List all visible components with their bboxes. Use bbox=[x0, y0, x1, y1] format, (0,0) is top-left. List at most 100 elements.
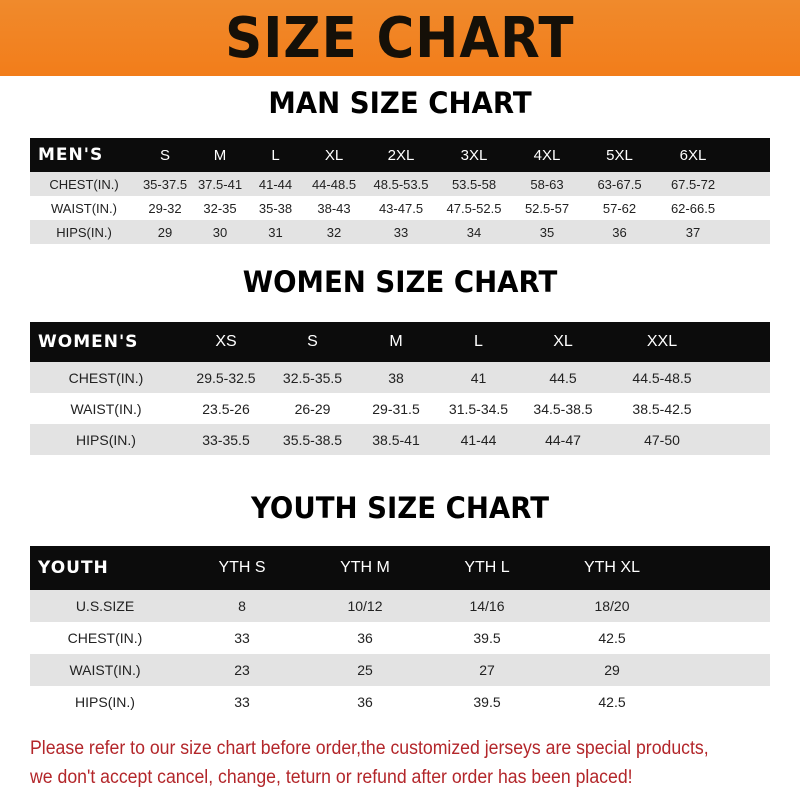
table-cell: 58-63 bbox=[530, 176, 564, 192]
table-cell: 38 bbox=[388, 369, 404, 386]
size-header-cell: 6XL bbox=[679, 146, 707, 164]
table-cell: 39.5 bbox=[473, 694, 501, 710]
table-header-label: YOUTH bbox=[38, 558, 109, 578]
table-header-row: WOMEN'S XS S M L XL XXL bbox=[30, 322, 770, 362]
youth-size-table: YOUTH YTH S YTH M YTH L YTH XL U.S.SIZE 8 10/12… bbox=[30, 546, 770, 718]
table-cell: 31.5-34.5 bbox=[448, 400, 509, 417]
table-cell: 48.5-53.5 bbox=[373, 176, 429, 192]
order-notice-line-1: Please refer to our size chart before or… bbox=[30, 738, 709, 759]
size-header-cell: YTH M bbox=[340, 559, 390, 576]
order-notice: Please refer to our size chart before or… bbox=[30, 734, 737, 792]
size-header-cell: YTH XL bbox=[583, 559, 640, 576]
table-cell: 67.5-72 bbox=[670, 176, 716, 192]
table-cell: 35.5-38.5 bbox=[282, 431, 343, 448]
table-cell: 44.5-48.5 bbox=[632, 369, 692, 386]
table-cell: 33 bbox=[234, 694, 250, 710]
size-header-cell: 2XL bbox=[387, 146, 415, 164]
size-header-cell: XL bbox=[553, 333, 573, 350]
row-label: CHEST(IN.) bbox=[68, 369, 144, 386]
size-header-cell: 5XL bbox=[606, 146, 633, 164]
size-header-cell: XL bbox=[324, 146, 344, 164]
table-cell: 27 bbox=[479, 662, 495, 678]
table-header-row: YOUTH YTH S YTH M YTH L YTH XL bbox=[30, 546, 770, 590]
table-header-label: MEN'S bbox=[38, 145, 104, 165]
size-header-cell: S bbox=[307, 333, 318, 350]
row-label: WAIST(IN.) bbox=[51, 200, 117, 216]
table-cell: 57-62 bbox=[602, 200, 637, 216]
banner: SIZE CHART bbox=[0, 0, 800, 76]
women-section-title: WOMEN SIZE CHART bbox=[242, 265, 558, 299]
row-label: CHEST(IN.) bbox=[67, 630, 143, 646]
size-header-cell: YTH L bbox=[464, 559, 510, 576]
youth-section-title: YOUTH SIZE CHART bbox=[250, 491, 550, 525]
table-cell: 42.5 bbox=[598, 630, 626, 646]
table-cell: 44.5 bbox=[549, 369, 577, 386]
table-row: CHEST(IN.) 33 36 39.5 42.5 bbox=[30, 622, 770, 654]
table-cell: 35-38 bbox=[258, 200, 293, 216]
size-header-cell: XS bbox=[215, 333, 237, 350]
table-cell: 37.5-41 bbox=[197, 176, 243, 192]
table-cell: 41-44 bbox=[258, 176, 293, 192]
table-cell: 38-43 bbox=[317, 200, 351, 216]
men-section-title: MAN SIZE CHART bbox=[268, 86, 532, 120]
table-cell: 36 bbox=[357, 694, 373, 710]
table-cell: 29-32 bbox=[148, 200, 182, 216]
table-cell: 36 bbox=[357, 630, 373, 646]
table-cell: 33-35.5 bbox=[202, 431, 250, 448]
table-cell: 41 bbox=[470, 369, 487, 386]
table-cell: 39.5 bbox=[473, 630, 501, 646]
size-header-cell: 4XL bbox=[533, 146, 561, 164]
table-cell: 32.5-35.5 bbox=[282, 369, 343, 386]
men-size-table: MEN'S S M L XL 2XL 3XL 4XL 5XL 6XL CHEST(IN.) 35-37… bbox=[30, 138, 770, 244]
table-cell: 25 bbox=[357, 662, 373, 678]
table-cell: 52.5-57 bbox=[524, 200, 570, 216]
table-cell: 38.5-41 bbox=[372, 431, 420, 448]
size-header-cell: L bbox=[474, 333, 483, 350]
size-header-cell: S bbox=[159, 146, 170, 164]
table-cell: 53.5-58 bbox=[451, 176, 497, 192]
banner-title: SIZE CHART bbox=[225, 5, 575, 71]
table-cell: 26-29 bbox=[294, 400, 331, 417]
women-size-table: WOMEN'S XS S M L XL XXL CHEST(IN.) 29.5-32.5 32.5… bbox=[30, 322, 770, 455]
table-cell: 31 bbox=[268, 224, 283, 240]
table-row: CHEST(IN.) 29.5-32.5 32.5-35.5 38 41 44.5 44.5… bbox=[30, 362, 770, 393]
table-cell: 38.5-42.5 bbox=[632, 400, 692, 417]
table-row: HIPS(IN.) 33-35.5 35.5-38.5 38.5-41 41-44 44-… bbox=[30, 424, 770, 455]
table-cell: 30 bbox=[212, 224, 228, 240]
table-header-label: WOMEN'S bbox=[38, 332, 139, 352]
size-header-cell: M bbox=[213, 146, 227, 164]
table-cell: 44-48.5 bbox=[311, 176, 357, 192]
table-cell: 63-67.5 bbox=[597, 176, 642, 192]
size-header-cell: 3XL bbox=[460, 146, 488, 164]
table-cell: 8 bbox=[238, 598, 246, 614]
table-cell: 47-50 bbox=[644, 431, 680, 448]
table-cell: 10/12 bbox=[347, 598, 383, 614]
table-row: U.S.SIZE 8 10/12 14/16 18/20 bbox=[30, 590, 770, 622]
row-label: WAIST(IN.) bbox=[70, 400, 142, 417]
table-row: WAIST(IN.) 23.5-26 26-29 29-31.5 31.5-34.5 34… bbox=[30, 393, 770, 424]
row-label: U.S.SIZE bbox=[75, 598, 135, 614]
table-cell: 43-47.5 bbox=[378, 200, 424, 216]
size-header-cell: L bbox=[271, 146, 280, 164]
table-cell: 18/20 bbox=[594, 598, 630, 614]
table-cell: 14/16 bbox=[469, 598, 505, 614]
table-cell: 62-66.5 bbox=[670, 200, 716, 216]
table-row: CHEST(IN.) 35-37.5 37.5-41 41-44 44-48.5 48.5… bbox=[30, 172, 770, 196]
table-cell: 35 bbox=[539, 224, 555, 240]
table-row: WAIST(IN.) 23 25 27 29 bbox=[30, 654, 770, 686]
table-cell: 29 bbox=[604, 662, 620, 678]
table-cell: 23.5-26 bbox=[202, 400, 250, 417]
row-label: HIPS(IN.) bbox=[56, 224, 112, 240]
table-cell: 44-47 bbox=[545, 431, 581, 448]
table-cell: 23 bbox=[234, 662, 250, 678]
table-cell: 29 bbox=[157, 224, 173, 240]
table-header-row: MEN'S S M L XL 2XL 3XL 4XL 5XL 6XL bbox=[30, 138, 770, 172]
table-cell: 29.5-32.5 bbox=[196, 369, 256, 386]
table-cell: 36 bbox=[612, 224, 627, 240]
table-cell: 37 bbox=[685, 224, 701, 240]
size-header-cell: M bbox=[389, 333, 403, 350]
table-cell: 42.5 bbox=[598, 694, 626, 710]
table-cell: 47.5-52.5 bbox=[446, 200, 502, 216]
table-cell: 29-31.5 bbox=[372, 400, 420, 417]
table-cell: 41-44 bbox=[460, 431, 497, 448]
